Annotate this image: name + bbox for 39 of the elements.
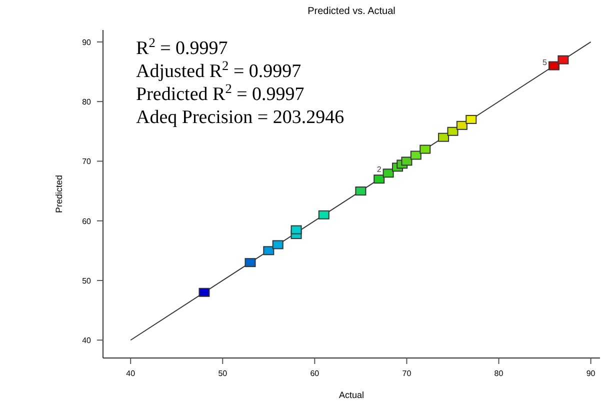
annotation: Adeq Precision = 203.2946 [136,107,344,128]
y-tick-label: 50 [82,276,92,286]
point [410,150,422,160]
annotation: R$^{2}$ = 0.9997 [136,34,228,59]
x-tick-label: 70 [402,369,412,378]
point [290,225,302,234]
y-tick-label: 60 [82,216,92,226]
annotation: Predicted R$^{2}$ = 0.9997 [136,80,304,105]
y-tick-label: 80 [82,98,92,107]
point [401,156,412,166]
point [420,144,431,154]
annotation: Adjusted R$^{2}$ = 0.9997 [136,58,302,82]
x-tick-label: 90 [586,369,596,378]
x-axis-title: Actual [338,390,364,400]
point [318,210,330,220]
point [466,114,477,124]
annotation: 5 [542,58,548,67]
point [374,174,385,184]
x-tick-label: 40 [126,369,136,378]
x-tick-label: 50 [218,369,228,378]
y-tick-label: 90 [82,38,92,47]
point [355,186,366,196]
point [438,132,450,142]
point [272,240,284,250]
point [447,126,458,136]
annotation: 2 [376,165,382,174]
point [558,55,569,64]
y-axis-title: Predicted [54,174,64,214]
point [244,258,256,268]
x-tick-label: 60 [310,369,320,378]
point [263,246,274,256]
point [198,288,210,297]
chart-title: Predicted vs. Actual [308,6,396,17]
x-tick-label: 80 [494,369,504,378]
y-tick-label: 40 [82,336,92,346]
point [456,120,468,130]
y-tick-label: 70 [82,157,92,166]
point [548,61,560,70]
point [382,168,394,178]
